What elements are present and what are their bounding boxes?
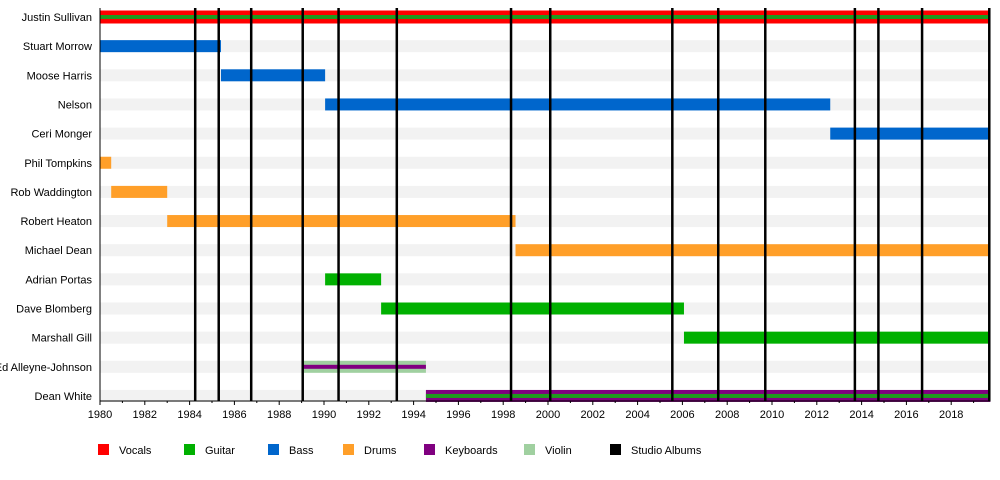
member-bar-guitar: [325, 273, 382, 286]
member-label: Ceri Monger: [31, 129, 92, 141]
x-tick-label: 2006: [670, 409, 694, 421]
legend-label: Studio Albums: [631, 445, 702, 457]
x-tick-label: 2014: [849, 409, 873, 421]
row-band: [100, 156, 991, 169]
member-label: Marshall Gill: [31, 333, 92, 345]
legend-swatch-drums: [343, 444, 354, 455]
member-bar-drums: [515, 244, 991, 257]
member-bar-bass: [100, 40, 221, 53]
x-tick-label: 2010: [760, 409, 784, 421]
legend-label: Guitar: [205, 445, 235, 457]
member-bar-bass: [220, 69, 326, 82]
member-label: Nelson: [58, 99, 92, 111]
x-tick-label: 1992: [357, 409, 381, 421]
x-tick-label: 1988: [267, 409, 291, 421]
member-label: Ed Alleyne-Johnson: [0, 362, 92, 374]
row-band: [100, 185, 991, 198]
legend-swatch-bass: [268, 444, 279, 455]
x-tick-label: 1998: [491, 409, 515, 421]
row-band: [100, 273, 991, 286]
legend-label: Vocals: [119, 445, 152, 457]
member-label: Stuart Morrow: [23, 41, 92, 53]
x-tick-label: 1982: [133, 409, 157, 421]
member-bar-bass: [830, 127, 991, 140]
legend-swatch-guitar: [184, 444, 195, 455]
member-label: Phil Tompkins: [24, 158, 92, 170]
member-label: Dean White: [35, 391, 92, 403]
legend-swatch-violin: [524, 444, 535, 455]
x-tick-label: 1986: [222, 409, 246, 421]
member-bar-drums: [100, 156, 112, 169]
x-tick-label: 1996: [446, 409, 470, 421]
member-bar-bass: [325, 98, 831, 111]
member-bar-stripe-guitar: [425, 393, 991, 398]
member-bar-stripe-keyboards: [301, 364, 426, 369]
x-tick-label: 1980: [88, 409, 112, 421]
member-label: Justin Sullivan: [22, 12, 92, 24]
member-label: Rob Waddington: [10, 187, 92, 199]
member-bar-guitar: [683, 331, 991, 344]
x-tick-label: 1990: [312, 409, 336, 421]
member-bar-guitar: [381, 302, 684, 315]
row-band: [100, 360, 991, 373]
legend-swatch-vocals: [98, 444, 109, 455]
member-label: Adrian Portas: [25, 274, 92, 286]
member-label: Moose Harris: [27, 70, 93, 82]
member-bar-drums: [167, 215, 516, 228]
legend-label: Keyboards: [445, 445, 498, 457]
legend-swatch-studio-albums: [610, 444, 621, 455]
legend-label: Bass: [289, 445, 314, 457]
x-tick-label: 2012: [805, 409, 829, 421]
x-tick-label: 1984: [177, 409, 201, 421]
x-tick-label: 1994: [401, 409, 425, 421]
row-band: [100, 127, 991, 140]
member-label: Dave Blomberg: [16, 304, 92, 316]
member-label: Michael Dean: [25, 245, 92, 257]
legend-swatch-keyboards: [424, 444, 435, 455]
x-tick-label: 2000: [536, 409, 560, 421]
legend-label: Violin: [545, 445, 572, 457]
x-tick-label: 2018: [939, 409, 963, 421]
member-bar-drums: [111, 185, 168, 198]
x-tick-label: 2004: [625, 409, 649, 421]
member-label: Robert Heaton: [20, 216, 92, 228]
row-band: [100, 40, 991, 53]
x-tick-label: 2002: [581, 409, 605, 421]
legend-label: Drums: [364, 445, 397, 457]
x-tick-label: 2016: [894, 409, 918, 421]
member-bar-stripe-guitar: [100, 15, 991, 19]
x-tick-label: 2008: [715, 409, 739, 421]
